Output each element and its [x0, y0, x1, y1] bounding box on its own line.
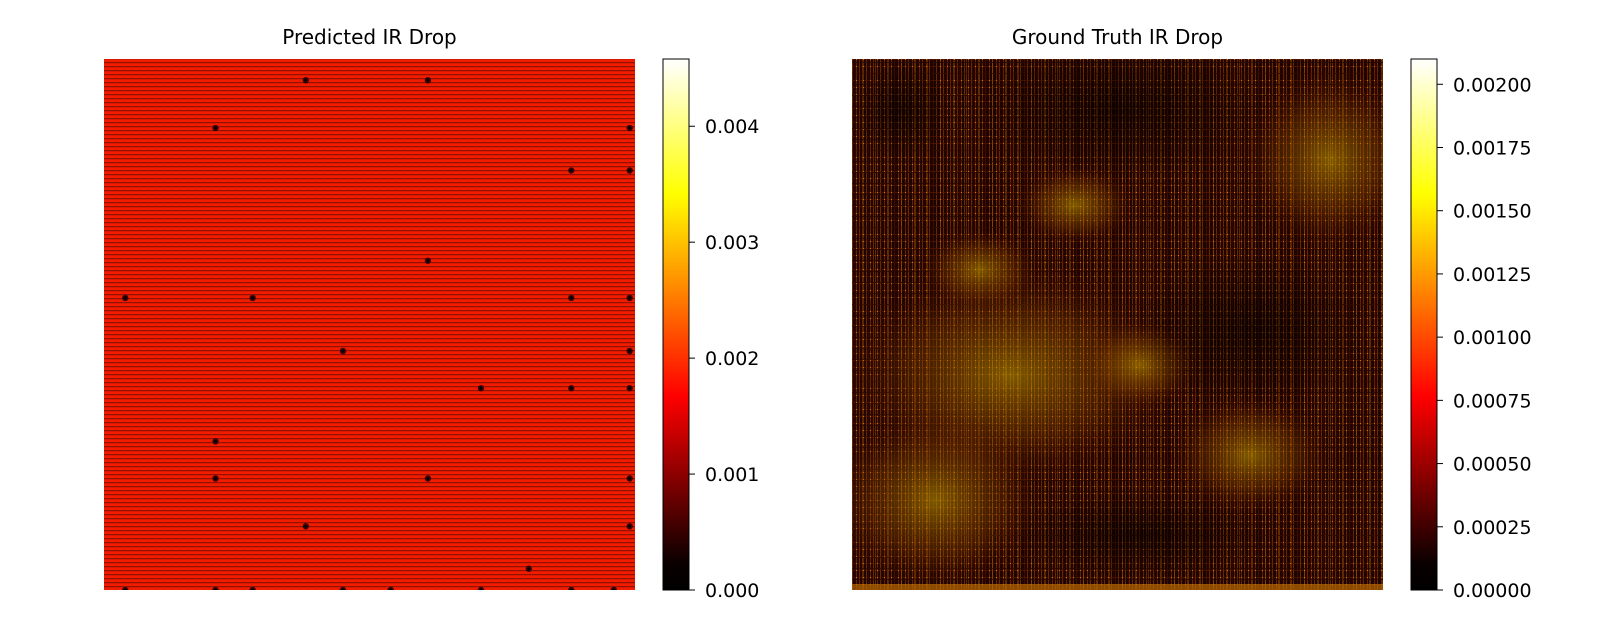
- colorbar-tick-label: 0.00175: [1453, 138, 1532, 160]
- minima-marker-core: [628, 349, 632, 353]
- ground-truth-colorbar: 0.00000 0.00025 0.00050 0.00075 0.00100 0.001…: [1410, 58, 1532, 602]
- predicted-colorbar-gradient: [662, 58, 690, 591]
- ground-truth-region: [852, 60, 950, 160]
- colorbar-tick-label: 0.001: [705, 464, 759, 486]
- colorbar-tick-label: 0.000: [705, 580, 759, 602]
- minima-marker-core: [569, 169, 573, 172]
- minima-marker-core: [251, 296, 255, 300]
- ground-truth-region: [1170, 395, 1330, 515]
- minima-marker-core: [569, 588, 573, 590]
- colorbar-tick-label: 0.002: [705, 348, 759, 370]
- predicted-colorbar: 0.000 0.001 0.002 0.003 0.004: [662, 58, 759, 602]
- colorbar-tick-label: 0.00125: [1453, 264, 1532, 286]
- minima-marker-core: [426, 477, 430, 480]
- minima-marker-core: [628, 169, 632, 172]
- minima-marker-core: [628, 524, 632, 528]
- ground-truth-region: [970, 59, 1270, 180]
- minima-marker-core: [569, 296, 573, 300]
- ground-truth-region: [920, 230, 1040, 310]
- minima-marker: [212, 586, 219, 590]
- colorbar-tick-label: 0.00100: [1453, 327, 1532, 349]
- minima-marker-core: [214, 588, 217, 590]
- minima-marker: [339, 586, 347, 590]
- colorbar-tick-label: 0.00025: [1453, 517, 1532, 539]
- predicted-minima-markers: [122, 77, 633, 590]
- minima-marker-core: [341, 349, 345, 353]
- minima-marker: [387, 586, 394, 590]
- minima-marker-core: [389, 588, 393, 590]
- minima-marker-core: [569, 386, 573, 390]
- minima-marker-core: [628, 126, 632, 130]
- minima-marker-core: [214, 126, 217, 130]
- colorbar-tick-label: 0.00000: [1453, 580, 1532, 602]
- colorbar-tick-label: 0.004: [705, 116, 759, 138]
- predicted-heatmap-field: [104, 59, 635, 590]
- ground-truth-colorbar-ticks: 0.00000 0.00025 0.00050 0.00075 0.00100 0.001…: [1437, 74, 1532, 602]
- colorbar-tick-label: 0.00050: [1453, 454, 1532, 476]
- minima-marker-core: [304, 524, 308, 528]
- colorbar-tick-label: 0.00150: [1453, 201, 1532, 223]
- predicted-colorbar-ticks: 0.000 0.001 0.002 0.003 0.004: [689, 116, 759, 602]
- ground-truth-region: [1240, 70, 1383, 250]
- minima-marker-core: [628, 296, 632, 300]
- minima-marker-core: [479, 386, 483, 390]
- minima-marker-core: [123, 588, 127, 590]
- predicted-heatmap: [104, 59, 635, 590]
- ground-truth-region: [1015, 165, 1135, 245]
- colorbar-tick-label: 0.003: [705, 232, 759, 254]
- minima-marker-core: [628, 477, 632, 480]
- ground-truth-colorbar-gradient: [1410, 58, 1438, 591]
- minima-marker-core: [123, 296, 127, 300]
- minima-marker: [610, 586, 617, 590]
- ground-truth-region: [1130, 250, 1370, 410]
- minima-marker: [568, 586, 575, 590]
- minima-marker-core: [214, 439, 217, 443]
- minima-marker-core: [426, 259, 430, 263]
- ground-truth-panel: Ground Truth IR Drop: [852, 25, 1383, 590]
- minima-marker-core: [527, 567, 531, 571]
- predicted-panel: Predicted IR Drop: [104, 25, 635, 590]
- minima-marker-core: [479, 588, 483, 590]
- minima-marker: [122, 586, 129, 590]
- minima-marker-core: [341, 588, 345, 590]
- minima-marker-core: [214, 477, 217, 480]
- ground-truth-heatmap: [852, 59, 1383, 590]
- colorbar-tick-label: 0.00200: [1453, 74, 1532, 96]
- minima-marker-core: [304, 78, 308, 82]
- ground-truth-title: Ground Truth IR Drop: [1012, 25, 1223, 49]
- colorbar-tick-label: 0.00075: [1453, 390, 1532, 412]
- minima-marker-core: [628, 386, 632, 390]
- minima-marker: [249, 586, 256, 590]
- ground-truth-edge-strip: [852, 584, 1383, 590]
- minima-marker-core: [426, 78, 430, 82]
- ground-truth-region: [1010, 490, 1270, 580]
- minima-marker-core: [251, 588, 255, 590]
- predicted-title: Predicted IR Drop: [282, 25, 457, 49]
- minima-marker-core: [612, 588, 616, 590]
- minima-marker: [477, 586, 485, 590]
- ground-truth-region: [852, 410, 1045, 590]
